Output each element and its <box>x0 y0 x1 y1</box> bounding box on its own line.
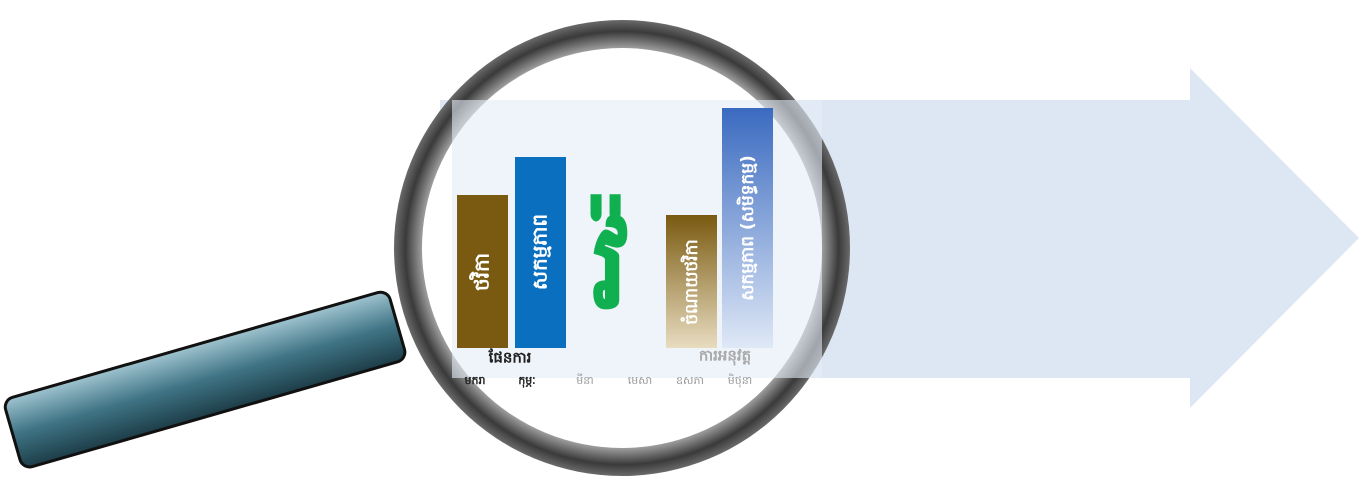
month-label: មករា <box>465 374 486 387</box>
bar <box>666 215 717 348</box>
bar <box>515 157 566 348</box>
bar <box>457 195 508 348</box>
month-label: ឧសភា <box>676 374 704 387</box>
group-label: ការអនុវត្ត <box>699 347 751 367</box>
group-label: ផែនការ <box>488 348 532 367</box>
center-glyph: វ៉ <box>590 194 629 337</box>
bar-label: ថវិកា <box>469 253 494 291</box>
month-label: កុម្ភៈ <box>518 374 535 388</box>
months: មករា កុម្ភៈ មីនា មេសា ឧសភា មិថុនា <box>465 373 753 388</box>
bar-label: ចំណាយថវិកា <box>680 239 702 325</box>
bar <box>722 108 773 348</box>
handle <box>3 290 407 469</box>
month-label: មេសា <box>628 374 652 387</box>
bar-label: សកម្មភាព <box>528 214 552 290</box>
bar-label: សកម្មភាព (សមិទ្ធកម្ម) <box>736 155 758 301</box>
month-label: មីនា <box>576 373 593 387</box>
month-label: មិថុនា <box>728 373 752 388</box>
